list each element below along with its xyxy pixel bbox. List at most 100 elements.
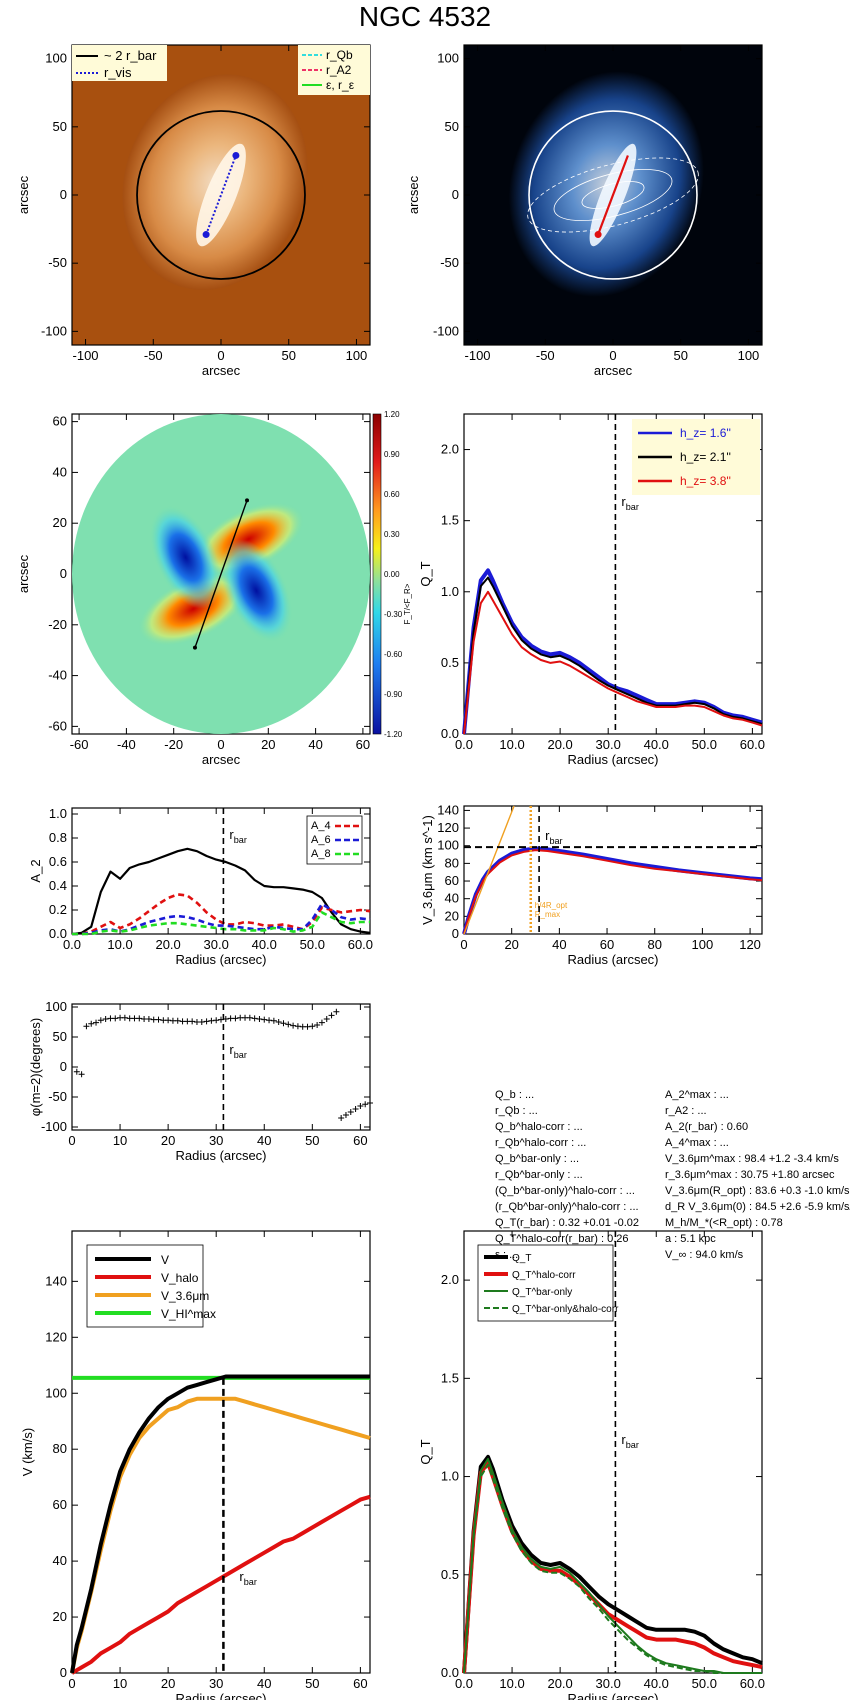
y-tick-label: 0 [452,187,459,202]
x-tick-label: 60.0 [740,737,765,752]
x-tick-label: 20 [504,937,518,952]
panel-4-axes: 0.0 10.0 20.0 30.0 40.0 50.0 60.0 0.0 0.5 1.0 1.5 2… [441,413,765,767]
phase-point [165,1017,172,1024]
bar-endpoint [202,231,210,239]
x-tick-label: 40 [552,937,566,952]
phase-point [136,1015,143,1022]
x-tick-label: 20 [161,1133,175,1148]
info-entry: Q_b^bar-only : ... [495,1153,580,1165]
x-tick-label: 40.0 [644,1676,669,1691]
legend-label: Q_T^bar-only&halo-corr [512,1304,619,1315]
x-tick-label: 10 [113,1133,127,1148]
series-line [463,1463,762,1674]
y-axis-label: arcsec [406,175,421,214]
y-tick-label: 40 [445,891,459,906]
series-line [463,590,763,735]
x-tick-label: 100 [738,348,760,363]
legend-label: ε, r_ε [326,78,355,92]
plot-frame [71,1003,371,1131]
legend-label: Q_T^bar-only [512,1287,572,1298]
y-axis-label: arcsec [16,175,31,214]
colorbar-tick-label: 0.60 [384,490,400,499]
x-tick-label: 30 [209,1676,223,1691]
blue-lobe [149,505,222,609]
legend-label: V [161,1253,169,1267]
phase-point [145,1016,152,1022]
y-tick-label: 50 [53,119,67,134]
force-contour [527,157,699,233]
y-axis-label: arcsec [16,554,31,593]
phase-point [189,1018,196,1025]
x-tick-label: 30.0 [596,1676,621,1691]
y-tick-label: -50 [48,1089,67,1104]
y-tick-label: 80 [53,1441,67,1456]
y-tick-label: 60 [445,873,459,888]
x-tick-label: -100 [465,348,491,363]
legend-left [72,45,167,81]
colorbar-tick-label: 0.90 [384,450,400,459]
series-line [70,1396,371,1674]
red-lobe [137,571,250,647]
series-line [70,1494,371,1675]
x-tick-label: 20 [261,737,275,752]
x-tick-label: 60.0 [348,937,373,952]
y-tick-label: 2.0 [441,442,459,457]
info-entry: d_R V_3.6μm(0) : 84.5 +2.6 -5.9 km/s/kpc [665,1201,850,1213]
y-tick-label: 140 [437,802,459,817]
y-tick-label: 50 [53,1029,67,1044]
y-tick-label: 0.8 [49,830,67,845]
phase-point [362,1101,369,1108]
colorbar-tick-label: 0.30 [384,530,400,539]
x-tick-label: 20.0 [155,937,180,952]
y-tick-label: 0 [60,566,67,581]
y-tick-label: 1.5 [441,1370,459,1385]
phase-point [232,1015,239,1022]
x-tick-label: 40 [308,737,322,752]
x-tick-label: -50 [144,348,163,363]
x-tick-label: 40 [257,1676,271,1691]
parameter-table: Q_b : ... A_2^max : ... r_Qb : ... r_A2 : .… [495,1088,850,1262]
phase-point [367,1100,373,1106]
x-tick-label: 50 [305,1133,319,1148]
series-line [462,1454,763,1674]
y-tick-label: 40 [53,464,67,479]
x-tick-label: 120 [739,937,761,952]
rbar-circle [136,110,306,280]
y-tick-label: 40 [53,1553,67,1568]
y-tick-label: -40 [48,668,67,683]
central-slope-line [463,805,515,935]
info-entry: Q_T(r_bar) : 0.32 +0.01 -0.02 [495,1217,639,1229]
y-tick-label: 120 [437,820,459,835]
x-axis-label: Radius (arcsec) [175,952,266,967]
rmax-label: R_max [535,910,560,919]
info-entry: ε : ... [495,1249,519,1261]
x-tick-label: 60 [356,737,370,752]
phase-point [97,1017,104,1024]
plot-frame [463,1230,763,1674]
x-tick-label: 10.0 [499,1676,524,1691]
y-tick-label: -100 [433,323,459,338]
legend-label: V_3.6μm [161,1289,209,1303]
rbar-circle [528,110,698,280]
x-tick-label: 0 [609,348,616,363]
info-entry: A_4^max : ... [665,1137,729,1149]
x-tick-label: 50 [305,1676,319,1691]
y-axis-label: Q_T [418,1439,433,1464]
legend-label: V_HI^max [161,1307,216,1321]
x-tick-label: 20 [161,1676,175,1691]
panel-2-axes: -100 -50 0 50 100 -100 -50 0 50 100 arcsec [433,44,763,378]
x-tick-label: 30 [209,1133,223,1148]
x-tick-label: 50.0 [692,737,717,752]
x-tick-label: -50 [536,348,555,363]
y-axis-label: V_3.6μm (km s^-1) [420,815,435,925]
phase-point [314,1022,321,1028]
plot-frame [71,44,371,346]
x-tick-label: 10.0 [107,937,132,952]
x-tick-label: 0.0 [455,737,473,752]
y-tick-label: 1.5 [441,513,459,528]
rmax-label: h/4R_opt [535,901,568,910]
phase-point [333,1008,340,1015]
legend-label: ~ 2 r_bar [104,48,157,63]
phase-point [294,1023,301,1030]
x-axis-label: arcsec [202,752,241,767]
